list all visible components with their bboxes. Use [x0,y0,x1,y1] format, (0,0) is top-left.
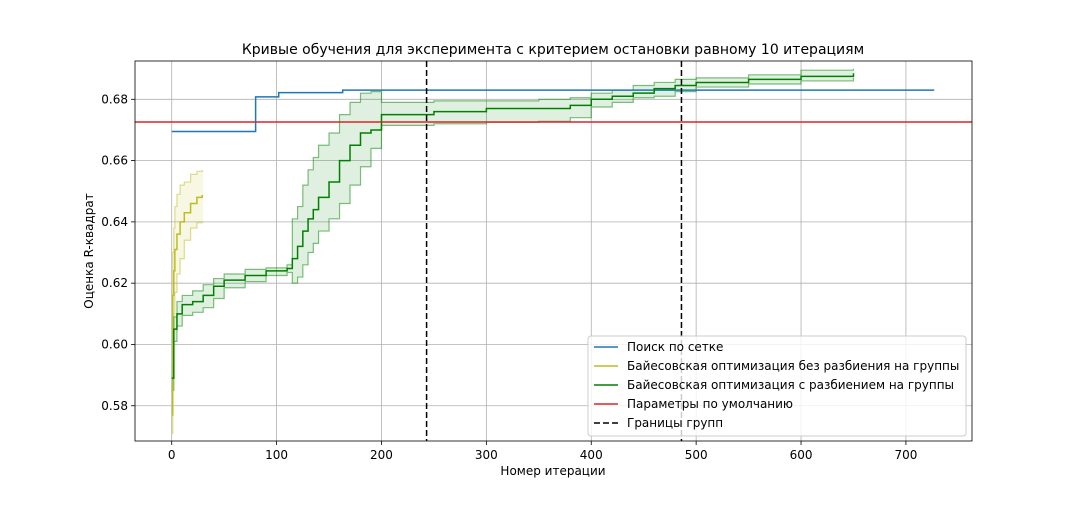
legend-label-4: Границы групп [627,416,723,430]
x-tick-label: 200 [370,448,393,462]
x-tick-label: 0 [168,448,176,462]
band-lower-edge-2 [171,77,855,392]
y-tick-label: 0.66 [101,154,128,168]
confidence-band-1 [171,170,204,434]
chart-title: Кривые обучения для эксперимента с крите… [242,42,864,58]
y-tick-label: 0.68 [101,92,128,106]
x-tick-label: 300 [475,448,498,462]
legend-label-2: Байесовская оптимизация с разбиением на … [627,378,954,392]
band-upper-edge-2 [171,68,855,367]
plot-frame [134,60,973,442]
series-line-1 [171,195,204,416]
y-tick-label: 0.58 [101,399,128,413]
x-tick-label: 700 [894,448,917,462]
x-tick-label: 400 [580,448,603,462]
x-axis-label: Номер итерации [500,464,605,478]
y-axis-label: Оценка R-квадрат [82,193,96,308]
y-tick-label: 0.60 [101,337,128,351]
legend-label-1: Байесовская оптимизация без разбиения на… [627,359,959,373]
y-axis-ticks: 0.58 0.60 0.62 0.64 0.66 0.68 [101,92,135,413]
legend-box [587,335,967,437]
y-tick-label: 0.62 [101,276,128,290]
legend-label-3: Параметры по умолчанию [627,397,793,411]
legend: Поиск по сетке Байесовская оптимизация бе… [587,335,967,437]
band-upper-edge-1 [171,170,204,398]
x-tick-label: 100 [265,448,288,462]
series-line-0 [171,89,935,133]
legend-label-0: Поиск по сетке [627,340,723,354]
y-tick-label: 0.64 [101,215,128,229]
series-line-2 [171,73,855,379]
x-tick-label: 600 [790,448,813,462]
x-axis-ticks: 0 100 200 300 400 500 600 700 [168,441,917,462]
x-tick-label: 500 [685,448,708,462]
confidence-band-2 [171,68,854,391]
